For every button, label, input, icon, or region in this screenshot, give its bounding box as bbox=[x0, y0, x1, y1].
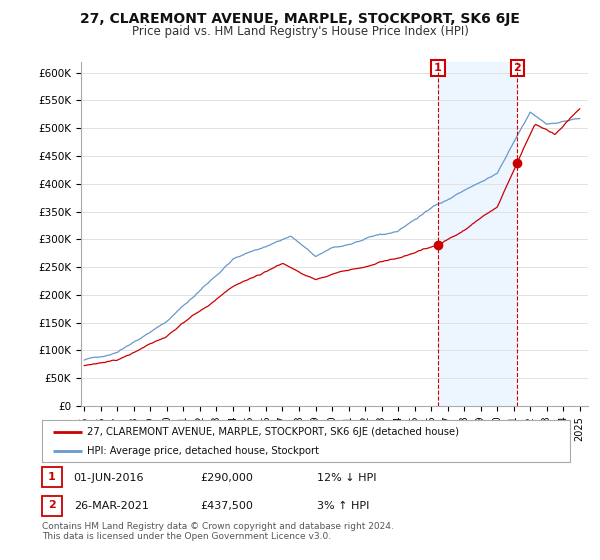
Text: 3% ↑ HPI: 3% ↑ HPI bbox=[317, 501, 369, 511]
Text: 01-JUN-2016: 01-JUN-2016 bbox=[74, 473, 144, 483]
Text: HPI: Average price, detached house, Stockport: HPI: Average price, detached house, Stoc… bbox=[87, 446, 319, 456]
Text: £437,500: £437,500 bbox=[200, 501, 253, 511]
Text: Price paid vs. HM Land Registry's House Price Index (HPI): Price paid vs. HM Land Registry's House … bbox=[131, 25, 469, 38]
Text: 12% ↓ HPI: 12% ↓ HPI bbox=[317, 473, 376, 483]
Text: 1: 1 bbox=[434, 63, 442, 73]
Text: 1: 1 bbox=[48, 472, 56, 482]
Bar bbox=[438, 62, 517, 406]
FancyBboxPatch shape bbox=[42, 467, 62, 487]
Text: £290,000: £290,000 bbox=[200, 473, 253, 483]
Text: 27, CLAREMONT AVENUE, MARPLE, STOCKPORT, SK6 6JE: 27, CLAREMONT AVENUE, MARPLE, STOCKPORT,… bbox=[80, 12, 520, 26]
Text: 27, CLAREMONT AVENUE, MARPLE, STOCKPORT, SK6 6JE (detached house): 27, CLAREMONT AVENUE, MARPLE, STOCKPORT,… bbox=[87, 427, 459, 437]
Text: 2: 2 bbox=[514, 63, 521, 73]
FancyBboxPatch shape bbox=[42, 496, 62, 516]
Text: 26-MAR-2021: 26-MAR-2021 bbox=[74, 501, 149, 511]
Text: 2: 2 bbox=[48, 500, 56, 510]
Text: Contains HM Land Registry data © Crown copyright and database right 2024.
This d: Contains HM Land Registry data © Crown c… bbox=[42, 522, 394, 542]
